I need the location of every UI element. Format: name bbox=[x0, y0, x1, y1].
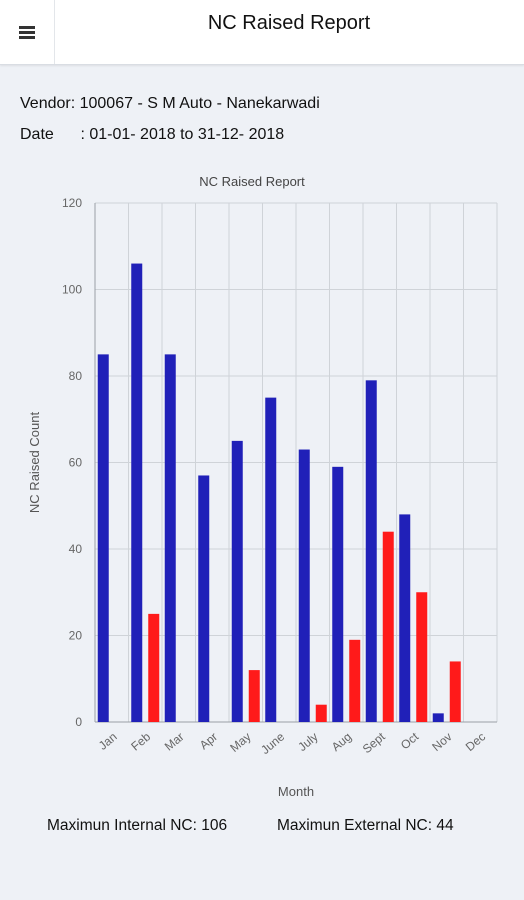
x-tick-label: July bbox=[295, 730, 320, 754]
y-axis-label: NC Raised Count bbox=[27, 412, 42, 514]
x-tick-label: Feb bbox=[128, 729, 153, 753]
max-internal-value: 106 bbox=[201, 817, 228, 834]
chart-title: NC Raised Report bbox=[199, 174, 305, 189]
x-tick-label: Nov bbox=[429, 730, 454, 754]
bar-aug-series-2 bbox=[349, 639, 361, 722]
max-external-label: Maximun External NC: bbox=[277, 817, 433, 834]
y-tick-label: 80 bbox=[69, 369, 83, 383]
y-tick-label: 0 bbox=[75, 715, 82, 729]
y-tick-label: 100 bbox=[62, 283, 82, 297]
bar-sept-series-1 bbox=[365, 380, 377, 722]
bar-july-series-1 bbox=[298, 449, 310, 722]
x-tick-label: Sept bbox=[360, 729, 388, 756]
bar-nov-series-1 bbox=[432, 713, 444, 722]
y-tick-label: 20 bbox=[69, 629, 83, 643]
app-bar: NC Raised Report bbox=[0, 0, 524, 65]
vendor-info: Vendor: 100067 - S M Auto - Nanekarwadi bbox=[20, 95, 320, 113]
bar-nov-series-2 bbox=[449, 661, 461, 722]
x-tick-label: Dec bbox=[463, 730, 488, 754]
bar-july-series-2 bbox=[315, 704, 327, 722]
vendor-label: Vendor: bbox=[20, 95, 76, 112]
date-value: : 01-01- 2018 to 31-12- 2018 bbox=[80, 126, 285, 143]
bar-oct-series-2 bbox=[416, 592, 428, 722]
x-tick-label: Jan bbox=[96, 730, 120, 753]
hamburger-menu-icon bbox=[19, 26, 35, 39]
max-external-value: 44 bbox=[436, 817, 454, 834]
x-tick-label: June bbox=[258, 729, 287, 757]
bar-aug-series-1 bbox=[332, 466, 344, 722]
bar-feb-series-2 bbox=[148, 613, 160, 722]
bar-feb-series-1 bbox=[131, 263, 143, 722]
bar-mar-series-1 bbox=[164, 354, 176, 722]
x-tick-label: Oct bbox=[398, 729, 422, 752]
date-label: Date bbox=[20, 126, 54, 143]
bar-jan-series-1 bbox=[97, 354, 109, 722]
date-info: Date : 01-01- 2018 to 31-12- 2018 bbox=[20, 126, 284, 144]
bar-oct-series-1 bbox=[399, 514, 411, 722]
x-tick-label: Mar bbox=[162, 730, 187, 754]
y-tick-label: 120 bbox=[62, 196, 82, 210]
max-internal-nc: Maximun Internal NC: 106 bbox=[47, 817, 227, 835]
max-external-nc: Maximun External NC: 44 bbox=[277, 817, 454, 835]
nc-raised-chart: NC Raised Report 0 20 40 60 80 100 120 Jan Feb Mar… bbox=[27, 174, 498, 799]
page-title: NC Raised Report bbox=[207, 12, 371, 34]
x-axis-label: Month bbox=[278, 784, 314, 799]
y-tick-label: 40 bbox=[69, 542, 83, 556]
bar-may-series-1 bbox=[231, 440, 243, 722]
bar-sept-series-2 bbox=[382, 531, 394, 722]
bar-apr-series-1 bbox=[198, 475, 210, 722]
x-tick-label: Apr bbox=[197, 730, 220, 753]
x-tick-label: May bbox=[227, 730, 253, 755]
menu-button[interactable] bbox=[0, 0, 55, 64]
vendor-value: 100067 - S M Auto - Nanekarwadi bbox=[79, 95, 320, 112]
bar-may-series-2 bbox=[248, 670, 260, 722]
bar-june-series-1 bbox=[265, 397, 277, 722]
max-internal-label: Maximun Internal NC: bbox=[47, 817, 197, 834]
x-tick-label: Aug bbox=[329, 730, 354, 754]
y-tick-label: 60 bbox=[69, 456, 83, 470]
